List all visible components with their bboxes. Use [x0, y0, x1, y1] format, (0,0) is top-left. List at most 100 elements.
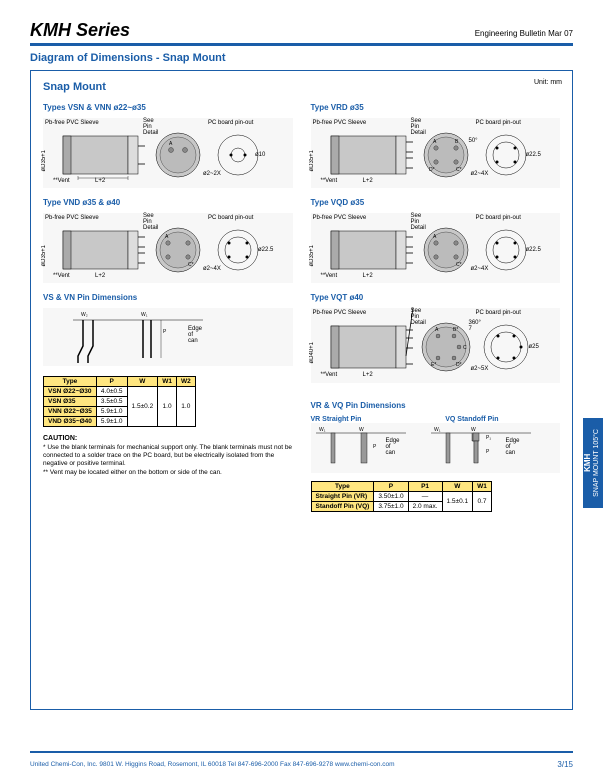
table-vs-vn: Type P W W1 W2 VSN Ø22~Ø30 4.0±0.5 1.5±0… [43, 376, 196, 427]
pin-detail-label: See Pin Detail [411, 213, 426, 231]
pin-detail-label: See Pin Detail [411, 308, 426, 326]
d-label: øD35+1 [309, 245, 315, 267]
row-3: VS & VN Pin Dimensions W₂ W₁ P Edge of c… [43, 293, 560, 512]
header-rule [30, 43, 573, 46]
th: P [374, 482, 408, 492]
l-label: L+2 [95, 178, 105, 184]
col-vqt: Type VQT ø40 [311, 293, 561, 512]
diagram-vsn-vnn: A Pb-free PVC Sleeve See Pin Detail PC b… [43, 118, 293, 188]
r-label: ø22.5 [526, 152, 541, 158]
edge-label: Edge of can [188, 326, 202, 344]
pin-detail-label: See Pin Detail [411, 118, 426, 136]
l-label: L+2 [363, 178, 373, 184]
td: 2.0 max. [408, 502, 442, 512]
svg-text:C*: C* [456, 167, 462, 173]
sleeve-label: Pb-free PVC Sleeve [313, 310, 367, 316]
pcb-label: PC board pin-out [476, 215, 521, 221]
l-label: L+2 [95, 273, 105, 279]
vent-label: **Vent [53, 273, 70, 279]
footer-rule [30, 751, 573, 753]
footer: United Chemi-Con, Inc. 9801 W. Higgins R… [30, 760, 573, 769]
pin-detail-label: See Pin Detail [143, 118, 158, 136]
pin-detail-label: See Pin Detail [143, 213, 158, 231]
phi-label: ø2~4X [203, 266, 221, 272]
td: Straight Pin (VR) [311, 492, 374, 502]
vent-label: **Vent [321, 372, 338, 378]
title-vs-vn-pins: VS & VN Pin Dimensions [43, 293, 293, 302]
diagram-vqt: A B* C D* E* Pb-free PVC Sleeve [311, 308, 561, 383]
pin-labels-row: VR Straight Pin VQ Standoff Pin [311, 416, 561, 423]
sleeve-label: Pb-free PVC Sleeve [313, 120, 367, 126]
footer-text: United Chemi-Con, Inc. 9801 W. Higgins R… [30, 761, 395, 768]
pcb-label: PC board pin-out [208, 120, 253, 126]
title-vnd: Type VND ø35 & ø40 [43, 198, 293, 207]
td: — [408, 492, 442, 502]
page-number: 3/15 [557, 760, 573, 769]
sleeve-label: Pb-free PVC Sleeve [45, 120, 99, 126]
title-vsn-vnn: Types VSN & VNN ø22~ø35 [43, 103, 293, 112]
svg-text:C*: C* [456, 262, 462, 268]
svg-text:W₁: W₁ [141, 312, 148, 318]
caution-line1: * Use the blank terminals for mechanical… [43, 444, 293, 467]
caution-title: CAUTION: [43, 435, 293, 442]
col-vs-vn-pins: VS & VN Pin Dimensions W₂ W₁ P Edge of c… [43, 293, 293, 512]
td: 1.5±0.1 [442, 492, 473, 512]
svg-text:D*: D* [456, 362, 462, 368]
d-label: øD40+1 [309, 342, 315, 364]
svg-text:P: P [163, 329, 167, 335]
svg-text:P: P [373, 444, 377, 450]
section-title: Diagram of Dimensions - Snap Mount [30, 52, 573, 64]
angle-label: 360° 7 [469, 320, 481, 332]
td: 0.7 [473, 492, 492, 512]
d-label: øD35+1 [41, 245, 47, 267]
table-row: Type P W W1 W2 [44, 377, 196, 387]
page: KMH Series Engineering Bulletin Mar 07 D… [0, 0, 603, 783]
td: Standoff Pin (VQ) [311, 502, 374, 512]
vent-label: **Vent [321, 273, 338, 279]
vent-label: **Vent [321, 178, 338, 184]
phi-label: ø2~5X [471, 366, 489, 372]
angle-label: 50° [469, 138, 478, 144]
col-vrd: Type VRD ø35 [311, 103, 561, 188]
svg-text:W₂: W₂ [81, 312, 88, 318]
diagram-vrd: A B C* D* Pb-free PVC Sleeve See Pin Det… [311, 118, 561, 188]
td: 3.50±1.0 [374, 492, 408, 502]
svg-text:W: W [471, 427, 476, 433]
td: 1.5±0.2 [127, 387, 158, 427]
svg-text:W₁: W₁ [319, 427, 326, 433]
vq-pin-label: VQ Standoff Pin [445, 416, 560, 423]
phi-label: ø2~4X [471, 171, 489, 177]
svg-text:W: W [359, 427, 364, 433]
table-row: Type P P1 W W1 [311, 482, 491, 492]
sleeve-label: Pb-free PVC Sleeve [313, 215, 367, 221]
side-tab: KMH SNAP MOUNT 105°C [583, 418, 603, 508]
side-tab-text: KMH SNAP MOUNT 105°C [584, 429, 602, 497]
col-vqd: Type VQD ø35 [311, 198, 561, 283]
col-vnd: Type VND ø35 & ø40 [43, 198, 293, 283]
table-vr-vq: Type P P1 W W1 Straight Pin (VR) 3.50±1.… [311, 481, 492, 512]
td: 1.0 [176, 387, 195, 427]
svg-text:W₁: W₁ [434, 427, 441, 433]
svg-text:P₁: P₁ [486, 435, 491, 441]
side-line2: SNAP MOUNT 105°C [593, 429, 600, 497]
td: 5.9±1.0 [96, 417, 127, 427]
phi-label: ø2~2X [203, 171, 221, 177]
sleeve-label: Pb-free PVC Sleeve [45, 215, 99, 221]
svg-text:P: P [486, 449, 490, 455]
table-row: VSN Ø22~Ø30 4.0±0.5 1.5±0.2 1.0 1.0 [44, 387, 196, 397]
pcb-label: PC board pin-out [476, 310, 521, 316]
r-label: ø22.5 [526, 247, 541, 253]
r-label: ø22.5 [258, 247, 273, 253]
edge-label-2: Edge of can [506, 438, 520, 456]
th: P1 [408, 482, 442, 492]
edge-label-1: Edge of can [386, 438, 400, 456]
svg-text:E*: E* [431, 362, 436, 368]
series-title: KMH Series [30, 20, 130, 41]
bulletin-label: Engineering Bulletin Mar 07 [475, 29, 573, 38]
header: KMH Series Engineering Bulletin Mar 07 [30, 20, 573, 41]
title-vrd: Type VRD ø35 [311, 103, 561, 112]
d-label: øD35+1 [309, 150, 315, 172]
l-label: L+2 [363, 273, 373, 279]
table-row: Straight Pin (VR) 3.50±1.0 — 1.5±0.1 0.7 [311, 492, 491, 502]
diagram-vr-vq-pins: W₁ W P W₁ W P₁ P Edge of can [311, 423, 561, 473]
